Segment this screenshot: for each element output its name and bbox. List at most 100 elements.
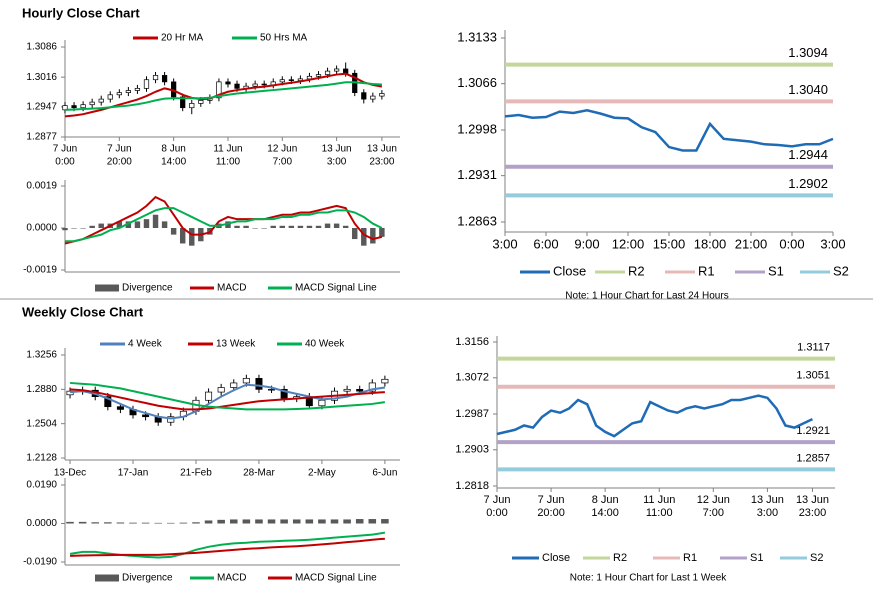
legend-label: 50 Hrs MA bbox=[260, 33, 308, 44]
divergence-bar bbox=[279, 225, 286, 228]
candle-body bbox=[89, 101, 95, 106]
legend-label: R1 bbox=[698, 263, 715, 278]
y-tick-label: 1.3016 bbox=[26, 72, 57, 83]
divergence-bar bbox=[143, 219, 150, 228]
divergence-bar bbox=[243, 225, 249, 228]
candle-body bbox=[242, 378, 250, 384]
divergence-bar bbox=[134, 221, 141, 228]
level-label: 1.3094 bbox=[788, 45, 828, 60]
candle-body bbox=[225, 81, 231, 85]
candle-body bbox=[368, 382, 376, 392]
x-tick-label: 15:00 bbox=[653, 236, 686, 251]
x-tick-label: 0:00 bbox=[55, 157, 75, 168]
y-tick-label: 1.2903 bbox=[455, 444, 489, 456]
legend-swatch bbox=[95, 574, 119, 582]
divergence-bar bbox=[370, 228, 376, 244]
candle-body bbox=[379, 93, 385, 97]
candle-body bbox=[268, 388, 276, 391]
divergence-bar bbox=[288, 225, 295, 228]
legend-label: MACD Signal Line bbox=[295, 283, 377, 294]
x-tick-label: 8 Jun bbox=[161, 144, 185, 155]
candle-body bbox=[318, 399, 326, 407]
level-label: 1.3117 bbox=[797, 342, 830, 354]
y-tick-label: -0.0019 bbox=[23, 265, 57, 276]
candle-body bbox=[343, 388, 351, 392]
candle-body bbox=[216, 81, 222, 99]
candle-body bbox=[255, 378, 263, 390]
legend-label: R1 bbox=[683, 552, 697, 564]
x-tick-label: 7 Jun bbox=[538, 494, 565, 506]
series-line bbox=[69, 383, 386, 420]
divergence-bar bbox=[333, 223, 340, 228]
legend-label: S2 bbox=[833, 263, 849, 278]
divergence-bar bbox=[170, 228, 177, 235]
candle-body bbox=[98, 98, 104, 103]
divergence-bar bbox=[98, 223, 104, 228]
candle-body bbox=[315, 74, 322, 77]
x-tick-label: 3:00 bbox=[757, 507, 778, 519]
x-tick-label: 6:00 bbox=[533, 236, 558, 251]
divergence-bar bbox=[189, 228, 195, 246]
candle-body bbox=[80, 104, 86, 109]
series-line bbox=[496, 394, 814, 438]
candle-body bbox=[334, 68, 340, 72]
x-tick-label: 21-Feb bbox=[180, 468, 212, 479]
series-line bbox=[504, 108, 834, 152]
y-tick-label: 1.2818 bbox=[455, 480, 489, 492]
x-tick-label: 7 Jun bbox=[53, 144, 77, 155]
x-tick-label: 23:00 bbox=[799, 507, 827, 519]
legend-label: 13 Week bbox=[216, 339, 256, 350]
y-tick-label: 1.2877 bbox=[26, 132, 57, 143]
series-line bbox=[70, 537, 385, 557]
x-tick-label: 11 Jun bbox=[643, 494, 675, 506]
legend-swatch bbox=[95, 284, 119, 292]
x-tick-label: 0:00 bbox=[779, 236, 804, 251]
legend-label: R2 bbox=[628, 263, 645, 278]
divergence-bar bbox=[89, 225, 95, 228]
divergence-bar bbox=[66, 521, 74, 524]
candle-body bbox=[324, 70, 331, 75]
divergence-bar bbox=[217, 519, 225, 524]
divergence-bar bbox=[306, 225, 313, 228]
x-tick-label: 11:00 bbox=[646, 507, 673, 519]
divergence-bar bbox=[318, 519, 326, 524]
legend-label: R2 bbox=[613, 552, 627, 564]
divergence-bar bbox=[297, 225, 304, 228]
x-tick-label: 0:00 bbox=[486, 507, 507, 519]
candle-body bbox=[71, 105, 77, 109]
x-tick-label: 11 Jun bbox=[213, 144, 242, 155]
x-tick-label: 11:00 bbox=[216, 157, 241, 168]
divergence-bar bbox=[225, 221, 231, 228]
x-tick-label: 12 Jun bbox=[267, 144, 297, 155]
level-label: 1.3051 bbox=[796, 370, 830, 382]
divergence-bar bbox=[381, 519, 389, 524]
candle-body bbox=[261, 83, 267, 86]
series-line bbox=[64, 195, 383, 245]
x-tick-label: 12 Jun bbox=[697, 494, 730, 506]
x-tick-label: 17-Jan bbox=[118, 468, 149, 479]
candle-body bbox=[189, 103, 195, 109]
divergence-bar bbox=[315, 225, 322, 228]
y-tick-label: 1.2931 bbox=[457, 167, 497, 182]
chart-note: Note: 1 Hour Chart for Last 1 Week bbox=[570, 573, 728, 584]
y-tick-label: 1.3133 bbox=[457, 29, 497, 44]
divergence-bar bbox=[152, 214, 159, 228]
legend-label: MACD bbox=[217, 573, 246, 584]
divergence-bar bbox=[179, 522, 188, 524]
x-tick-label: 3:00 bbox=[327, 157, 347, 168]
y-tick-label: 1.2863 bbox=[457, 213, 497, 228]
x-tick-label: 7 Jun bbox=[484, 494, 511, 506]
divergence-bar bbox=[91, 522, 100, 524]
x-tick-label: 8 Jun bbox=[592, 494, 619, 506]
divergence-bar bbox=[80, 228, 86, 229]
divergence-bar bbox=[167, 522, 175, 524]
divergence-bar bbox=[154, 522, 162, 524]
y-tick-label: 0.0000 bbox=[26, 223, 57, 234]
level-label: 1.2902 bbox=[788, 176, 828, 191]
level-label: 1.2944 bbox=[788, 147, 828, 162]
candle-body bbox=[180, 96, 186, 109]
legend-label: 20 Hr MA bbox=[161, 33, 204, 44]
divergence-bar bbox=[352, 228, 358, 240]
x-tick-label: 9:00 bbox=[574, 236, 599, 251]
